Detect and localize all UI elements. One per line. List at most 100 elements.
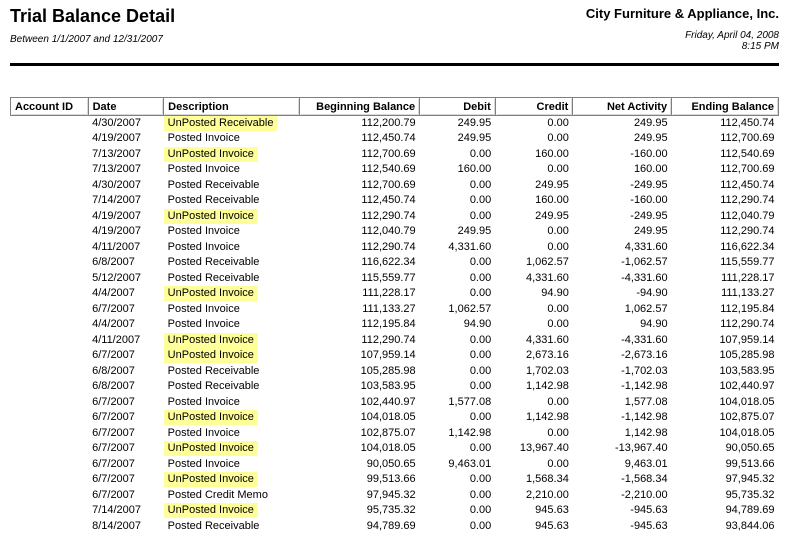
cell-net-activity: -1,142.98 <box>621 411 668 424</box>
cell-beginning-balance: 102,875.07 <box>360 426 416 439</box>
column-header-ending-balance[interactable]: Ending Balance <box>671 97 779 116</box>
cell-credit: 0.00 <box>547 225 569 238</box>
table-row[interactable]: 6/7/2007 UnPosted Invoice 104,018.05 0.00 1,… <box>11 410 779 426</box>
cell-description: Posted Invoice <box>167 426 240 439</box>
cell-date: 6/7/2007 <box>92 488 135 501</box>
table-row[interactable]: 6/7/2007 Posted Invoice 90,050.65 9,463.01 0… <box>11 457 779 473</box>
cell-description: UnPosted Invoice <box>163 286 300 302</box>
cell-date: 4/19/2007 <box>92 225 142 238</box>
table-row[interactable]: 5/12/2007 Posted Receivable 115,559.77 0.00… <box>11 271 779 287</box>
cell-debit: 0.00 <box>469 256 492 269</box>
cell-credit: 1,142.98 <box>526 411 569 424</box>
table-row[interactable]: 8/14/2007 Posted Receivable 94,789.69 0.00 9… <box>11 519 779 535</box>
table-row[interactable]: 4/11/2007 Posted Invoice 112,290.74 4,331.6… <box>11 240 779 256</box>
table-row[interactable]: 6/7/2007 UnPosted Invoice 104,018.05 0.00 13… <box>11 441 779 457</box>
table-row[interactable]: 6/7/2007 UnPosted Invoice 99,513.66 0.00 1,5… <box>11 472 779 488</box>
cell-description: UnPosted Invoice <box>163 472 300 488</box>
cell-beginning-balance: 103,583.95 <box>360 380 416 393</box>
print-date: Friday, April 04, 2008 <box>685 30 779 41</box>
cell-account-id <box>11 410 89 426</box>
cell-debit: 0.00 <box>469 519 492 532</box>
cell-debit: 0.00 <box>469 411 492 424</box>
table-row[interactable]: 4/19/2007 Posted Invoice 112,040.79 249.95 0… <box>11 224 779 240</box>
cell-date: 4/30/2007 <box>92 178 142 191</box>
cell-credit: 0.00 <box>547 163 569 176</box>
cell-debit: 0.00 <box>469 333 492 346</box>
table-row[interactable]: 7/14/2007 Posted Receivable 112,450.74 0.00… <box>11 193 779 209</box>
cell-net-activity: -1,568.34 <box>621 473 668 486</box>
cell-date: 6/7/2007 <box>92 473 135 486</box>
column-header-description[interactable]: Description <box>163 97 301 116</box>
table-row[interactable]: 6/8/2007 Posted Receivable 116,622.34 0.00 1… <box>11 255 779 271</box>
table-row[interactable]: 4/30/2007 UnPosted Receivable 112,200.79 24… <box>11 116 779 131</box>
table-row[interactable]: 6/7/2007 Posted Invoice 111,133.27 1,062.57… <box>11 302 779 318</box>
cell-net-activity: -249.95 <box>630 209 668 222</box>
cell-ending-balance: 105,285.98 <box>719 349 775 362</box>
cell-debit: 0.00 <box>469 147 492 160</box>
cell-description: Posted Receivable <box>167 194 260 207</box>
cell-account-id <box>11 472 89 488</box>
cell-date: 7/14/2007 <box>92 194 142 207</box>
table-row[interactable]: 4/19/2007 Posted Invoice 112,450.74 249.95 0… <box>11 131 779 147</box>
cell-ending-balance: 97,945.32 <box>725 473 775 486</box>
cell-date: 6/7/2007 <box>92 411 135 424</box>
cell-description: Posted Invoice <box>167 457 240 470</box>
cell-ending-balance: 104,018.05 <box>719 395 775 408</box>
cell-ending-balance: 94,789.69 <box>725 504 775 517</box>
cell-ending-balance: 102,875.07 <box>719 411 775 424</box>
table-row[interactable]: 6/8/2007 Posted Receivable 105,285.98 0.00 1… <box>11 364 779 380</box>
cell-credit: 94.90 <box>541 287 569 300</box>
table-row[interactable]: 7/13/2007 UnPosted Invoice 112,700.69 0.00 1… <box>11 146 779 163</box>
cell-credit: 0.00 <box>547 395 569 408</box>
cell-beginning-balance: 104,018.05 <box>360 411 416 424</box>
table-row[interactable]: 4/11/2007 UnPosted Invoice 112,290.74 0.00 4… <box>11 332 779 349</box>
company-name: City Furniture & Appliance, Inc. <box>585 6 779 21</box>
cell-debit: 1,142.98 <box>448 426 492 439</box>
cell-date: 7/13/2007 <box>92 163 142 176</box>
cell-account-id <box>11 147 89 163</box>
cell-account-id <box>11 426 89 442</box>
cell-beginning-balance: 102,440.97 <box>360 395 416 408</box>
column-header-net-activity[interactable]: Net Activity <box>572 97 673 116</box>
table-row[interactable]: 4/4/2007 Posted Invoice 112,195.84 94.90 0.0… <box>11 317 779 333</box>
column-header-beginning-balance[interactable]: Beginning Balance <box>299 97 421 116</box>
cell-beginning-balance: 112,040.79 <box>361 225 416 238</box>
table-row[interactable]: 6/7/2007 UnPosted Invoice 107,959.14 0.00 2,… <box>11 348 779 364</box>
cell-debit: 249.95 <box>457 132 492 145</box>
column-header-debit[interactable]: Debit <box>419 97 496 116</box>
cell-credit: 160.00 <box>535 147 569 160</box>
table-row[interactable]: 4/30/2007 Posted Receivable 112,700.69 0.00… <box>11 178 779 194</box>
table-row[interactable]: 7/13/2007 Posted Invoice 112,540.69 160.00 0… <box>11 162 779 178</box>
cell-ending-balance: 90,050.65 <box>725 442 775 455</box>
table-row[interactable]: 6/7/2007 Posted Invoice 102,875.07 1,142.98… <box>11 426 779 442</box>
unposted-highlight: UnPosted Invoice <box>163 332 258 348</box>
table-row[interactable]: 6/7/2007 Posted Invoice 102,440.97 1,577.08… <box>11 395 779 411</box>
cell-credit: 160.00 <box>535 194 569 207</box>
cell-debit: 0.00 <box>469 349 492 362</box>
cell-beginning-balance: 112,290.74 <box>361 240 416 253</box>
cell-ending-balance: 102,440.97 <box>719 380 775 393</box>
cell-date: 4/19/2007 <box>92 132 142 145</box>
table-row[interactable]: 7/14/2007 UnPosted Invoice 95,735.32 0.00 94… <box>11 503 779 519</box>
table-row[interactable]: 4/4/2007 UnPosted Invoice 111,228.17 0.00 94… <box>11 286 779 302</box>
cell-date: 4/11/2007 <box>92 333 141 346</box>
cell-date: 6/7/2007 <box>92 442 135 455</box>
column-header-account-id[interactable]: Account ID <box>10 97 89 116</box>
column-header-date[interactable]: Date <box>87 97 165 116</box>
cell-net-activity: -1,702.03 <box>621 364 668 377</box>
cell-net-activity: -1,062.57 <box>621 256 668 269</box>
cell-debit: 4,331.60 <box>448 240 492 253</box>
table-row[interactable]: 6/8/2007 Posted Receivable 103,583.95 0.00 1… <box>11 379 779 395</box>
cell-beginning-balance: 112,700.69 <box>361 178 416 191</box>
column-header-credit[interactable]: Credit <box>494 97 574 116</box>
table-header-row: Account ID Date Description Beginning Balan… <box>10 97 779 116</box>
table-row[interactable]: 6/7/2007 Posted Credit Memo 97,945.32 0.00 2… <box>11 488 779 504</box>
table-row[interactable]: 4/19/2007 UnPosted Invoice 112,290.74 0.00 2… <box>11 208 779 225</box>
report-title: Trial Balance Detail <box>10 6 176 26</box>
cell-ending-balance: 112,290.74 <box>720 225 775 238</box>
cell-credit: 945.63 <box>535 504 569 517</box>
cell-debit: 94.90 <box>463 318 492 331</box>
cell-account-id <box>11 395 89 411</box>
report-header: Trial Balance Detail Between 1/1/2007 an… <box>10 6 779 52</box>
